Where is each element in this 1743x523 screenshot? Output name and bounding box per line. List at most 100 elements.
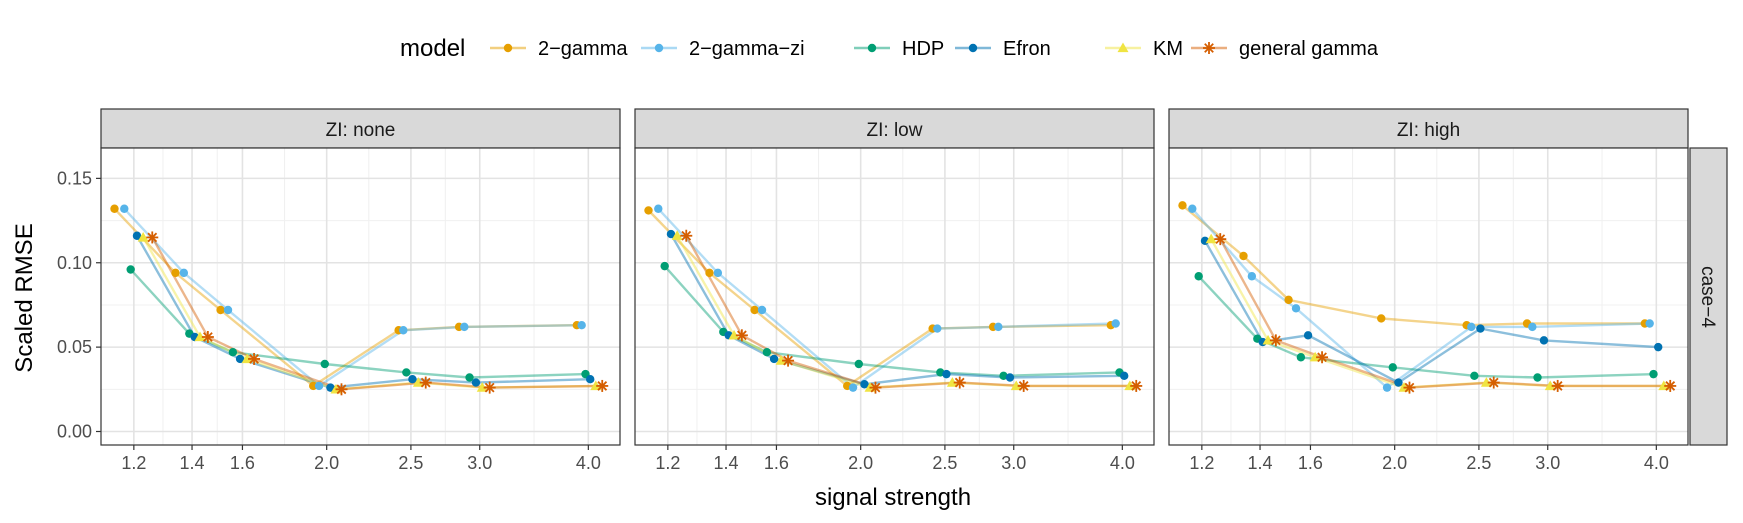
point-Efron bbox=[1476, 324, 1485, 333]
point-HDP bbox=[402, 368, 411, 377]
point-2-gamma-zi bbox=[399, 326, 408, 335]
point-Efron bbox=[1120, 371, 1129, 381]
legend-label: KM bbox=[1153, 38, 1183, 60]
x-tick-label: 1.6 bbox=[1298, 453, 1323, 473]
point-Efron bbox=[408, 374, 417, 384]
point-general-gamma bbox=[1403, 381, 1416, 394]
point-HDP bbox=[320, 359, 329, 369]
legend: model 2−gamma 2−gamma−zi HDP Efron KM general… bbox=[400, 35, 1379, 62]
x-tick-label: 2.5 bbox=[398, 453, 423, 473]
point-KM bbox=[671, 230, 683, 240]
point-general-gamma bbox=[596, 379, 609, 392]
x-tick-label: 2.0 bbox=[1382, 453, 1407, 473]
point-2-gamma bbox=[1377, 314, 1386, 323]
panel-strip-label: ZI: high bbox=[1397, 120, 1460, 141]
point-general-gamma bbox=[1269, 334, 1282, 347]
point-HDP bbox=[854, 359, 863, 369]
point-HDP bbox=[1194, 272, 1203, 281]
point-KM bbox=[775, 355, 787, 365]
point-HDP bbox=[1388, 363, 1397, 372]
legend-item-2-gamma-zi: 2−gamma−zi bbox=[641, 38, 805, 60]
point-2-gamma-zi bbox=[1247, 272, 1257, 281]
point-general-gamma bbox=[953, 376, 966, 389]
panel-3: ZI: high 1.2 1.4 1.6 2.0 2.5 3.0 4.0 bbox=[1168, 108, 1689, 473]
point-Efron bbox=[586, 374, 595, 384]
legend-label: Efron bbox=[1003, 38, 1051, 60]
x-tick-label: 1.4 bbox=[714, 453, 739, 473]
point-Efron bbox=[942, 369, 951, 379]
legend-item-Efron: Efron bbox=[955, 38, 1051, 60]
x-tick-label: 4.0 bbox=[576, 453, 601, 473]
point-HDP bbox=[1470, 371, 1479, 381]
panel-2: ZI: low 1.2 1.4 1.6 2.0 2.5 3.0 4.0 bbox=[634, 108, 1155, 473]
point-2-gamma bbox=[1178, 201, 1187, 210]
x-tick-label: 3.0 bbox=[1001, 453, 1026, 473]
panel-border bbox=[100, 147, 621, 446]
point-general-gamma bbox=[146, 231, 159, 244]
point-general-gamma bbox=[419, 376, 432, 389]
legend-key-marker bbox=[654, 43, 664, 53]
point-2-gamma-zi bbox=[1467, 322, 1476, 332]
point-general-gamma bbox=[782, 354, 795, 367]
point-HDP bbox=[762, 347, 772, 357]
point-2-gamma bbox=[705, 268, 714, 278]
x-tick-label: 2.5 bbox=[1466, 453, 1491, 473]
point-2-gamma-zi bbox=[713, 268, 723, 278]
point-KM bbox=[194, 331, 206, 342]
point-Efron bbox=[1005, 373, 1015, 382]
y-tick-label: 0.10 bbox=[57, 253, 92, 273]
point-KM bbox=[1480, 377, 1492, 387]
x-tick-label: 3.0 bbox=[1535, 453, 1560, 473]
point-2-gamma bbox=[644, 206, 653, 215]
x-tick-label: 1.2 bbox=[655, 453, 680, 473]
point-Efron bbox=[326, 383, 335, 392]
point-general-gamma bbox=[1664, 379, 1677, 392]
panel-strip bbox=[634, 108, 1155, 149]
point-2-gamma-zi bbox=[1528, 322, 1537, 332]
x-tick-label: 3.0 bbox=[467, 453, 492, 473]
x-tick-label: 1.6 bbox=[764, 453, 789, 473]
legend-item-KM: KM bbox=[1105, 38, 1183, 60]
point-KM bbox=[1544, 380, 1556, 391]
point-KM bbox=[1262, 334, 1274, 345]
point-Efron bbox=[471, 378, 481, 387]
point-KM bbox=[137, 231, 149, 242]
point-Efron bbox=[666, 229, 676, 239]
point-KM bbox=[1205, 233, 1217, 244]
panel-border bbox=[634, 147, 1155, 446]
point-general-gamma bbox=[1214, 233, 1227, 246]
y-tick-label: 0.05 bbox=[57, 337, 92, 357]
x-tick-label: 2.0 bbox=[848, 453, 873, 473]
panel-strip-label: ZI: none bbox=[326, 120, 396, 141]
point-2-gamma-zi bbox=[848, 383, 858, 392]
point-Efron bbox=[235, 354, 245, 364]
point-2-gamma bbox=[110, 204, 119, 213]
point-2-gamma-zi bbox=[933, 324, 942, 333]
point-2-gamma bbox=[1284, 295, 1293, 305]
point-2-gamma-zi bbox=[1645, 319, 1654, 328]
point-KM bbox=[1658, 380, 1670, 391]
panel-strip-label: ZI: low bbox=[867, 120, 923, 141]
x-axis-title: signal strength bbox=[815, 484, 971, 511]
plot-background bbox=[635, 148, 1154, 445]
legend-label: HDP bbox=[902, 38, 944, 60]
point-Efron bbox=[769, 354, 779, 364]
point-2-gamma-zi bbox=[1111, 319, 1120, 328]
legend-key-marker bbox=[867, 43, 877, 53]
point-general-gamma bbox=[869, 381, 882, 394]
x-tick-label: 1.4 bbox=[1248, 453, 1273, 473]
point-KM bbox=[946, 377, 958, 387]
point-general-gamma bbox=[735, 329, 748, 342]
point-Efron bbox=[1654, 342, 1663, 352]
point-KM bbox=[476, 382, 488, 392]
point-HDP bbox=[999, 371, 1008, 381]
x-tick-label: 1.6 bbox=[230, 453, 255, 473]
point-general-gamma bbox=[483, 381, 496, 394]
point-2-gamma-zi bbox=[577, 320, 586, 330]
point-2-gamma-zi bbox=[1382, 383, 1392, 392]
legend-label: general gamma bbox=[1239, 38, 1379, 60]
panels: ZI: none 1.2 1.4 1.6 2.0 2.5 3.0 4.0 0.00 0.05 0.1… bbox=[57, 108, 1689, 473]
y-axis-title: Scaled RMSE bbox=[11, 223, 38, 372]
legend-title: model bbox=[400, 35, 465, 62]
